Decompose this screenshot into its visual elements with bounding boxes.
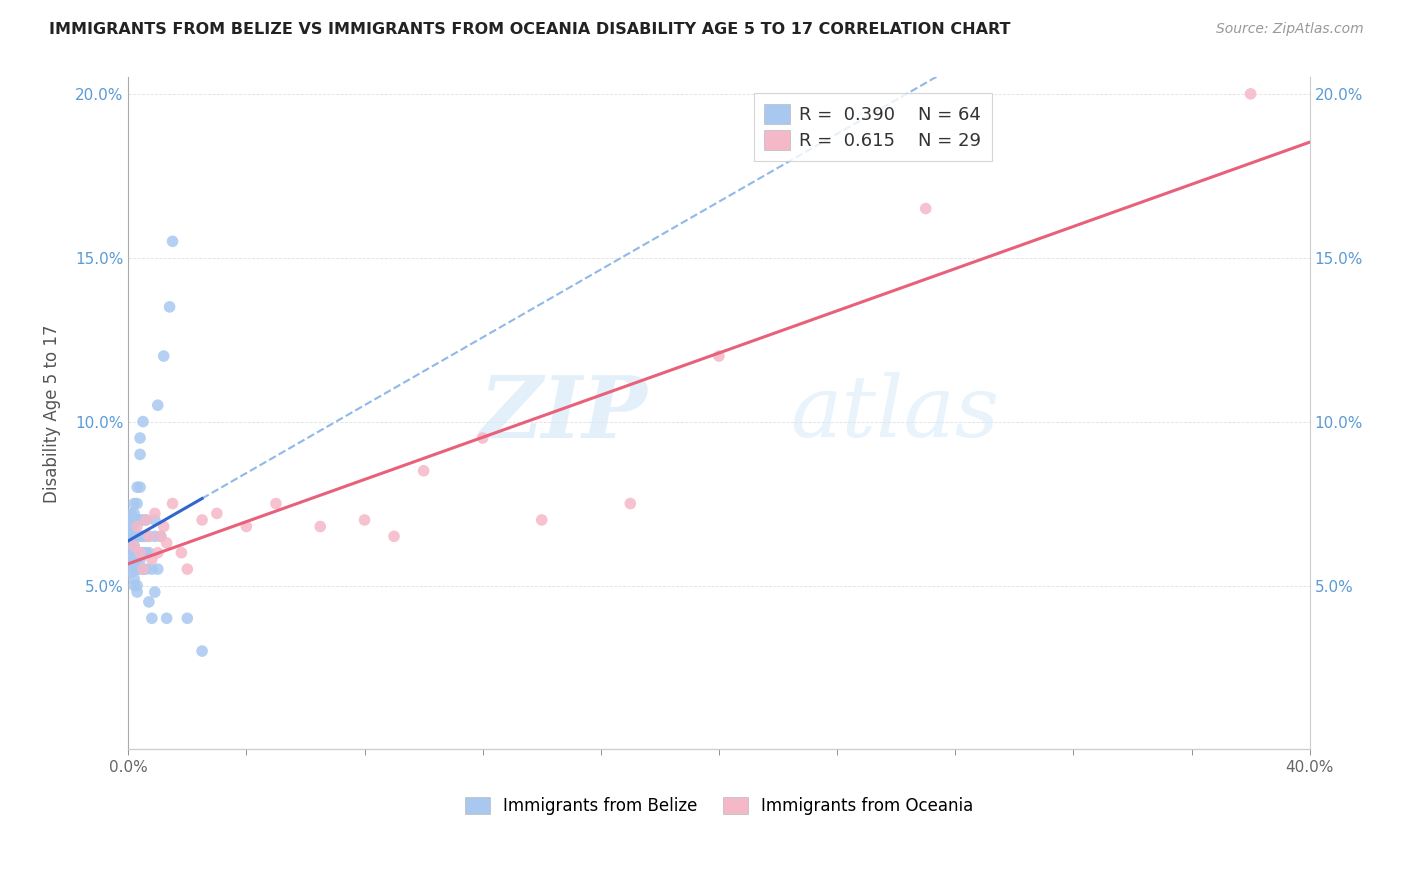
Point (162, 235, 184, 249)
Point (127, 552, 149, 566)
Point (122, 507, 145, 521)
Legend: Immigrants from Belize, Immigrants from Oceania: Immigrants from Belize, Immigrants from … (458, 790, 980, 822)
Point (122, 552, 145, 566)
Point (152, 519, 174, 533)
Point (152, 349, 174, 363)
Y-axis label: Disability Age 5 to 17: Disability Age 5 to 17 (44, 324, 60, 503)
Point (122, 546, 145, 560)
Point (122, 529, 145, 543)
Point (143, 507, 166, 521)
Point (170, 546, 193, 560)
Point (120, 539, 142, 553)
Point (530, 513, 553, 527)
Point (120, 519, 142, 533)
Point (382, 529, 405, 543)
Point (162, 497, 184, 511)
Point (120, 507, 142, 521)
Point (1239, 87, 1261, 101)
Point (132, 546, 155, 560)
Point (412, 464, 434, 478)
Point (129, 562, 152, 576)
Point (135, 562, 157, 576)
Point (143, 513, 166, 527)
Point (141, 611, 163, 625)
Point (127, 480, 149, 494)
Point (132, 562, 155, 576)
Point (120, 513, 142, 527)
Text: Source: ZipAtlas.com: Source: ZipAtlas.com (1216, 22, 1364, 37)
Point (122, 578, 145, 592)
Point (120, 546, 142, 560)
Point (127, 529, 149, 543)
Point (129, 431, 152, 445)
Point (156, 611, 179, 625)
Point (132, 513, 155, 527)
Point (127, 497, 149, 511)
Point (149, 529, 172, 543)
Point (122, 572, 145, 586)
Point (159, 300, 181, 314)
Point (122, 562, 145, 576)
Point (135, 513, 157, 527)
Point (129, 546, 152, 560)
Point (707, 349, 730, 363)
Point (120, 558, 142, 573)
Point (141, 552, 163, 566)
Point (138, 595, 160, 609)
Point (176, 562, 198, 576)
Point (127, 519, 149, 533)
Point (138, 529, 160, 543)
Point (129, 447, 152, 461)
Point (135, 546, 157, 560)
Point (191, 513, 214, 527)
Point (127, 562, 149, 576)
Point (127, 585, 149, 599)
Point (619, 497, 641, 511)
Point (176, 611, 198, 625)
Point (120, 526, 142, 541)
Text: atlas: atlas (790, 372, 998, 455)
Point (135, 529, 157, 543)
Text: IMMIGRANTS FROM BELIZE VS IMMIGRANTS FROM OCEANIA DISABILITY AGE 5 TO 17 CORRELA: IMMIGRANTS FROM BELIZE VS IMMIGRANTS FRO… (49, 22, 1011, 37)
Point (471, 431, 494, 445)
Point (120, 552, 142, 566)
Point (309, 519, 332, 533)
Point (138, 546, 160, 560)
Point (120, 533, 142, 547)
Point (127, 546, 149, 560)
Point (127, 513, 149, 527)
Point (127, 578, 149, 592)
Point (235, 519, 257, 533)
Point (129, 552, 152, 566)
Point (132, 415, 155, 429)
Point (129, 480, 152, 494)
Point (143, 585, 166, 599)
Point (129, 529, 152, 543)
Point (146, 546, 169, 560)
Point (132, 562, 155, 576)
Point (191, 644, 214, 658)
Point (122, 513, 145, 527)
Text: ZIP: ZIP (481, 372, 648, 455)
Point (122, 497, 145, 511)
Point (122, 539, 145, 553)
Point (146, 562, 169, 576)
Point (156, 536, 179, 550)
Point (122, 539, 145, 553)
Point (264, 497, 287, 511)
Point (141, 562, 163, 576)
Point (914, 202, 936, 216)
Point (132, 529, 155, 543)
Point (138, 529, 160, 543)
Point (129, 546, 152, 560)
Point (120, 566, 142, 580)
Point (205, 507, 228, 521)
Point (353, 513, 375, 527)
Point (149, 529, 172, 543)
Point (146, 398, 169, 412)
Point (129, 513, 152, 527)
Point (122, 519, 145, 533)
Point (135, 513, 157, 527)
Point (143, 529, 166, 543)
